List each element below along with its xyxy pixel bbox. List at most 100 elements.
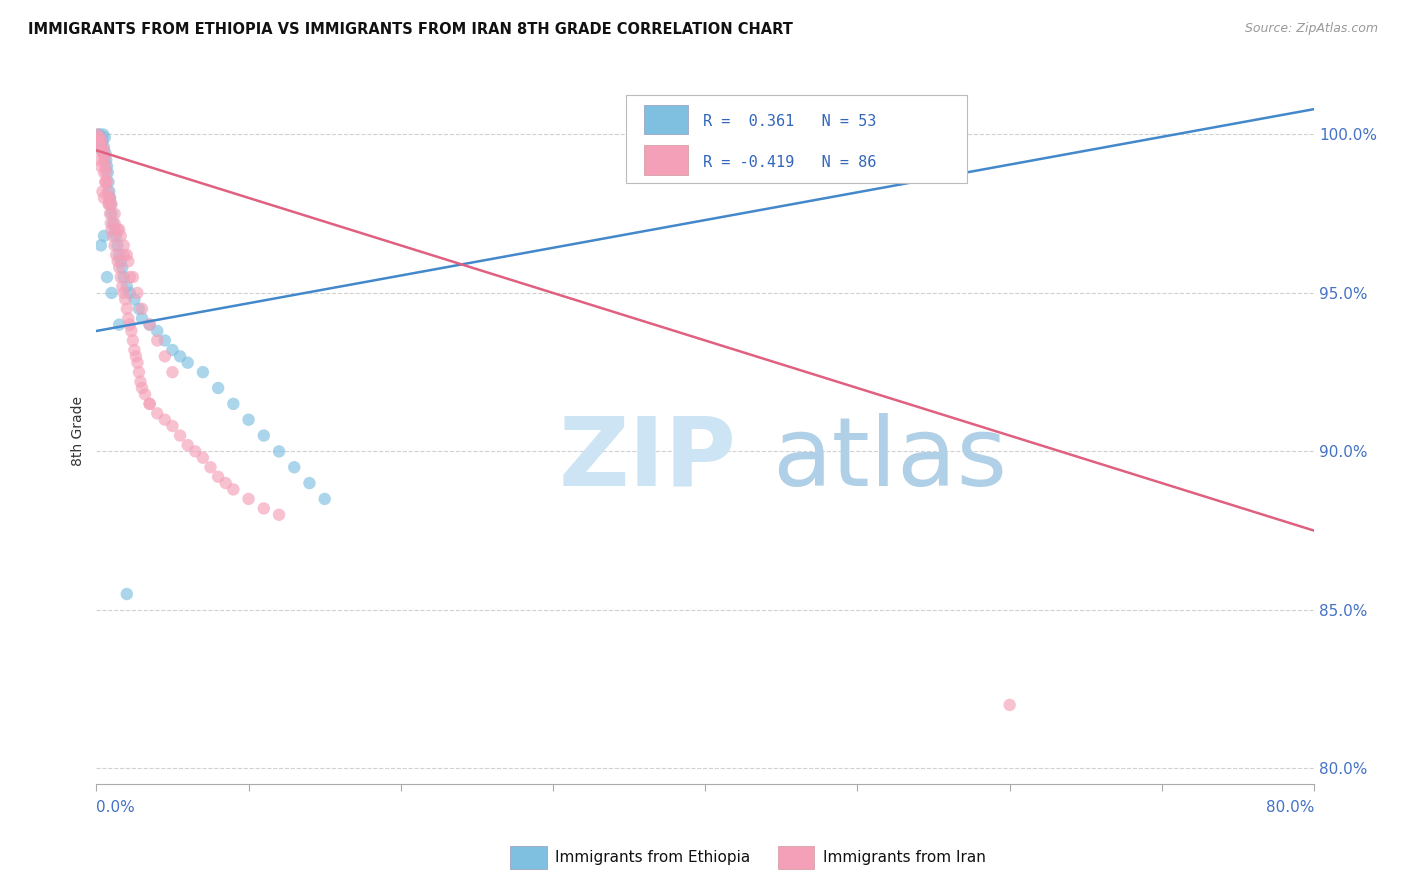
Point (98, 197, 121, 211)
Point (105, 228, 128, 243)
Point (98, 191, 121, 205)
Point (97, 191, 120, 205)
Point (94, 159, 117, 173)
Point (125, 349, 148, 363)
Point (108, 248, 131, 262)
Point (138, 318, 160, 332)
Text: ZIP: ZIP (560, 413, 737, 506)
Point (118, 270, 141, 285)
Point (89, 136, 111, 151)
Point (314, 491, 336, 506)
Point (100, 216, 122, 230)
Point (238, 413, 260, 427)
Point (162, 365, 184, 379)
Point (117, 311, 139, 326)
Point (146, 324, 169, 338)
Point (97, 197, 120, 211)
Point (93, 228, 115, 243)
Point (100, 285, 122, 300)
Point (112, 270, 135, 285)
Point (89, 153, 111, 167)
Point (146, 406, 169, 420)
Point (100, 222, 122, 236)
Point (111, 279, 134, 293)
Point (128, 365, 150, 379)
Point (298, 476, 321, 491)
Point (93, 140, 115, 154)
Point (111, 260, 134, 275)
Point (115, 587, 138, 601)
Point (118, 318, 141, 332)
Point (91, 146, 114, 161)
Point (107, 222, 129, 236)
Point (131, 301, 153, 316)
Point (267, 508, 290, 522)
Point (91, 134, 114, 148)
Point (87, 134, 110, 148)
Point (127, 356, 149, 370)
Point (86, 128, 108, 142)
Point (90, 144, 112, 158)
Point (112, 238, 135, 252)
Point (124, 343, 146, 357)
Point (118, 285, 141, 300)
Point (96, 159, 118, 173)
Text: R = -0.419   N = 86: R = -0.419 N = 86 (703, 154, 876, 169)
Point (90, 134, 112, 148)
Point (112, 285, 135, 300)
Text: Immigrants from Iran: Immigrants from Iran (823, 850, 986, 864)
Point (90, 159, 112, 173)
Point (122, 270, 145, 285)
Point (104, 216, 127, 230)
Point (191, 450, 214, 465)
Point (162, 343, 184, 357)
Point (238, 491, 260, 506)
Point (112, 248, 135, 262)
Point (87, 130, 110, 145)
Point (122, 334, 145, 348)
Point (176, 438, 198, 452)
Point (184, 444, 207, 458)
Point (96, 153, 118, 167)
Point (97, 185, 120, 199)
Point (200, 460, 222, 475)
Point (138, 397, 160, 411)
Point (131, 311, 153, 326)
Point (138, 397, 160, 411)
Point (191, 365, 214, 379)
Point (91, 128, 114, 142)
Point (162, 419, 184, 434)
Point (207, 381, 229, 395)
Point (104, 238, 127, 252)
Point (267, 444, 290, 458)
Point (153, 334, 176, 348)
Point (169, 428, 191, 442)
Point (207, 469, 229, 483)
Point (108, 222, 131, 236)
Point (117, 254, 139, 268)
Point (100, 197, 122, 211)
Text: Immigrants from Ethiopia: Immigrants from Ethiopia (555, 850, 751, 864)
Text: atlas: atlas (772, 413, 1007, 506)
Point (115, 301, 138, 316)
Point (90, 144, 112, 158)
Point (101, 228, 124, 243)
Point (98, 207, 121, 221)
Point (124, 293, 146, 307)
Point (97, 175, 120, 189)
Point (87, 134, 110, 148)
Point (110, 254, 132, 268)
Point (120, 324, 142, 338)
Point (128, 301, 150, 316)
Point (94, 146, 117, 161)
Point (222, 483, 245, 497)
Point (89, 128, 111, 142)
Point (169, 349, 191, 363)
Point (100, 197, 122, 211)
Point (100, 207, 122, 221)
Point (94, 175, 117, 189)
Point (98, 191, 121, 205)
Point (94, 175, 117, 189)
Point (104, 222, 127, 236)
Point (90, 238, 112, 252)
